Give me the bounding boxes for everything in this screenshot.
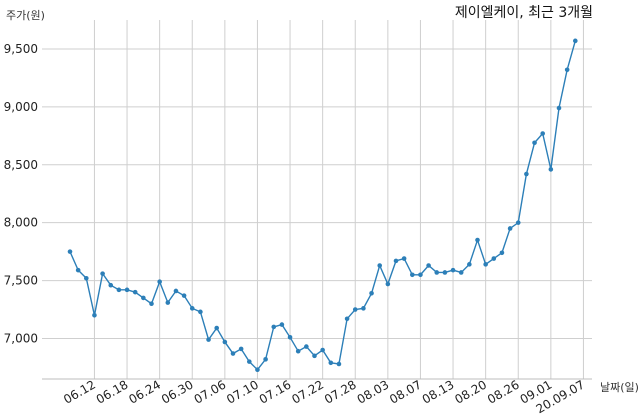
data-point xyxy=(312,353,317,359)
data-point xyxy=(198,309,203,315)
x-tick-label: 06.18 xyxy=(94,377,131,406)
chart-title: 제이엘케이, 최근 3개월 xyxy=(455,5,593,21)
x-tick-label: 06.30 xyxy=(159,377,196,406)
data-point xyxy=(450,267,456,273)
y-tick-label: 8,500 xyxy=(4,158,38,172)
data-point xyxy=(157,279,162,285)
y-tick-label: 9,500 xyxy=(4,42,38,56)
data-point xyxy=(361,306,366,311)
data-point xyxy=(442,270,448,275)
data-point xyxy=(304,344,309,349)
x-axis-ticks: 06.1206.1806.2406.3007.0607.1007.1607.22… xyxy=(61,377,587,416)
data-point xyxy=(287,335,293,340)
x-tick-label: 08.03 xyxy=(355,377,392,406)
data-point xyxy=(475,237,480,243)
data-point xyxy=(410,272,415,278)
x-tick-label: 07.16 xyxy=(257,377,294,406)
data-point xyxy=(132,289,138,295)
data-point xyxy=(116,287,122,293)
data-point xyxy=(344,316,350,322)
data-point xyxy=(385,281,391,287)
data-point xyxy=(75,267,81,273)
data-point xyxy=(393,258,399,264)
data-point xyxy=(467,262,472,267)
data-point xyxy=(238,346,244,352)
data-point xyxy=(149,301,154,307)
x-tick-label: 08.20 xyxy=(452,377,489,406)
data-points xyxy=(67,38,578,373)
data-point xyxy=(124,287,130,293)
x-tick-label: 08.13 xyxy=(420,377,457,406)
data-point xyxy=(336,361,342,367)
data-point xyxy=(548,167,554,172)
data-point xyxy=(491,256,497,261)
data-point xyxy=(426,263,431,268)
data-point xyxy=(458,270,464,275)
data-point xyxy=(206,337,211,342)
data-point xyxy=(507,226,513,231)
data-point xyxy=(369,291,374,296)
y-axis-ticks: 7,000 7,500 8,000 8,500 9,000 9,500 xyxy=(4,42,38,346)
data-point xyxy=(255,367,260,373)
x-tick-label: 07.06 xyxy=(192,377,229,406)
x-tick-label: 08.07 xyxy=(387,377,424,406)
y-axis-title: 주가(원) xyxy=(6,9,45,22)
data-point xyxy=(295,348,301,354)
data-point xyxy=(515,220,521,225)
data-point xyxy=(483,262,488,267)
x-tick-label: 06.12 xyxy=(61,377,98,406)
data-point xyxy=(263,357,268,362)
x-tick-label: 07.10 xyxy=(224,377,261,406)
data-point xyxy=(320,347,325,353)
data-point xyxy=(100,271,105,276)
data-point xyxy=(108,282,114,288)
y-tick-label: 8,000 xyxy=(4,216,38,230)
data-point xyxy=(328,360,334,366)
data-point xyxy=(352,307,358,312)
data-point xyxy=(401,256,407,261)
data-point xyxy=(532,140,537,146)
data-point xyxy=(173,288,179,294)
data-point xyxy=(230,351,236,356)
data-point xyxy=(92,313,97,318)
data-point xyxy=(418,272,423,278)
data-point xyxy=(271,324,277,330)
data-point xyxy=(84,275,89,281)
data-point xyxy=(524,171,529,177)
x-tick-label: 07.28 xyxy=(322,377,359,406)
grid xyxy=(42,20,592,380)
data-point xyxy=(499,250,505,256)
x-tick-label: 06.24 xyxy=(126,377,163,406)
data-point xyxy=(189,306,195,311)
data-point xyxy=(540,131,545,136)
data-point xyxy=(564,67,570,73)
data-point xyxy=(181,293,187,298)
x-tick-label: 07.22 xyxy=(289,377,326,406)
data-point xyxy=(434,270,440,275)
data-point xyxy=(556,105,562,111)
data-point xyxy=(222,339,228,345)
data-point xyxy=(67,249,73,254)
data-point xyxy=(247,359,252,364)
data-point xyxy=(141,295,146,301)
y-tick-label: 7,500 xyxy=(4,274,38,288)
x-axis-title: 날짜(일) xyxy=(600,380,639,394)
data-point xyxy=(279,322,285,327)
x-tick-label: 08.26 xyxy=(485,377,522,406)
data-point xyxy=(377,263,383,268)
data-point xyxy=(165,300,171,305)
data-point xyxy=(214,325,219,331)
y-tick-label: 9,000 xyxy=(4,100,38,114)
data-point xyxy=(573,38,578,44)
y-tick-label: 7,000 xyxy=(4,331,38,345)
